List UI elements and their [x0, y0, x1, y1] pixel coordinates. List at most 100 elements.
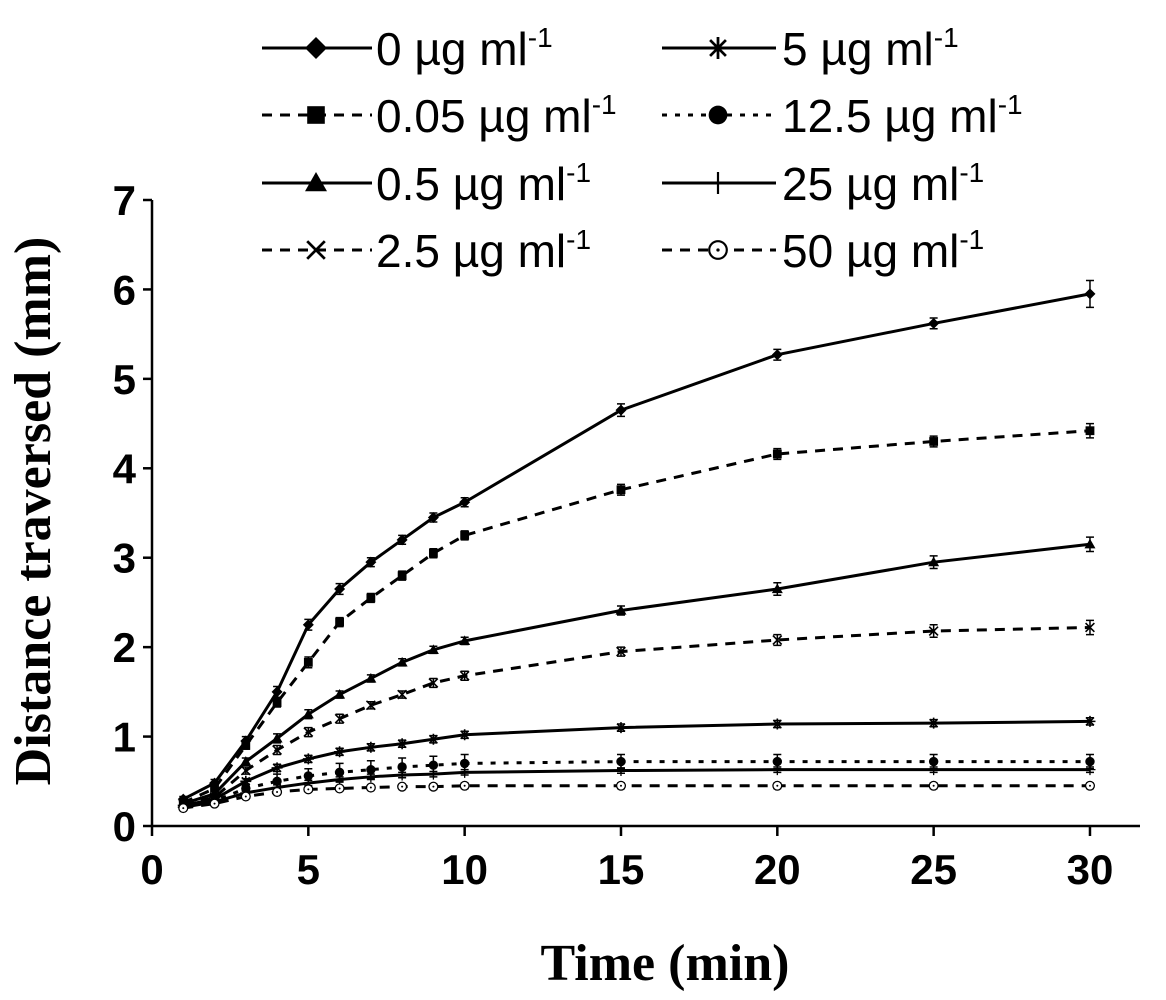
series-line: [183, 760, 1090, 808]
data-point-circle: [366, 764, 376, 775]
data-point-x: [772, 635, 783, 645]
legend-label: 0.5 µg ml-1: [376, 157, 591, 210]
data-point-circle-open: [209, 798, 220, 809]
legend-label-text: 0.05 µg ml: [376, 90, 592, 142]
data-point-x: [428, 677, 439, 688]
data-point-diamond: [1084, 288, 1096, 300]
data-point-diamond: [365, 556, 377, 568]
data-point-triangle: [615, 604, 627, 615]
data-point-x: [616, 646, 626, 657]
data-point-asterisk: [302, 753, 314, 765]
legend-label-text: 50 µg ml: [782, 225, 959, 277]
x-tick-label: 20: [754, 846, 801, 893]
plot-area: [177, 279, 1096, 814]
marker-center-dot: [1088, 784, 1091, 787]
legend-marker-plus: [707, 172, 729, 194]
axes: 0 1 2 3 4 5 6 7 0 5 10 15 20 25 30: [113, 177, 1140, 893]
legend-marker-triangle: [305, 172, 327, 192]
marker-center-dot: [619, 784, 622, 787]
legend-marker-diamond: [305, 37, 327, 59]
data-point-diamond: [271, 686, 283, 698]
marker-center-dot: [182, 807, 185, 810]
data-point-circle-open: [615, 780, 627, 791]
legend-label-superscript: -1: [566, 157, 591, 188]
data-point-circle-open: [303, 784, 314, 795]
data-point-diamond: [334, 583, 346, 595]
data-point-x: [303, 727, 314, 738]
legend-marker-x: [306, 240, 326, 260]
series-2: [178, 422, 1095, 808]
legend-label-superscript: -1: [934, 22, 959, 53]
data-point-circle-open: [459, 780, 470, 791]
y-tick-label: 3: [113, 535, 136, 582]
x-tick-label: 0: [140, 846, 163, 893]
data-point-diamond: [459, 496, 471, 508]
data-point-x: [240, 765, 251, 776]
legend-marker-square: [307, 106, 325, 124]
data-point-diamond: [928, 317, 940, 329]
data-point-plus: [427, 768, 439, 780]
data-point-circle-open: [334, 783, 345, 794]
x-tick-label: 30: [1067, 846, 1114, 893]
legend: 0 µg ml-10.05 µg ml-10.5 µg ml-12.5 µg m…: [262, 22, 1023, 277]
data-point-plus: [334, 773, 346, 785]
series-line: [182, 292, 1091, 801]
data-point-square: [428, 548, 438, 558]
data-point-plus: [771, 764, 783, 776]
data-point-circle: [616, 756, 626, 767]
marker-center-dot: [432, 785, 435, 788]
legend-label: 12.5 µg ml-1: [782, 89, 1023, 142]
data-point-circle-open: [178, 803, 189, 814]
y-tick-label: 7: [113, 177, 136, 224]
marker-center-dot: [244, 795, 247, 798]
data-point-asterisk: [240, 775, 252, 787]
legend-label: 0 µg ml-1: [376, 22, 553, 75]
series-line: [182, 719, 1090, 807]
data-point-square: [335, 617, 344, 627]
data-point-x: [272, 745, 283, 755]
series-line: [182, 625, 1091, 806]
legend-marker-circle: [708, 105, 728, 125]
legend-label-text: 0.5 µg ml: [376, 158, 566, 210]
data-point-asterisk: [459, 729, 471, 741]
marker-center-dot: [338, 787, 341, 790]
x-tick-label: 15: [598, 846, 645, 893]
data-point-asterisk: [1084, 715, 1096, 727]
data-point-triangle: [396, 656, 408, 667]
data-point-square: [272, 698, 282, 707]
data-point-triangle: [240, 756, 252, 766]
data-point-circle-open: [365, 782, 376, 793]
legend-label: 50 µg ml-1: [782, 224, 984, 277]
legend-item: 12.5 µg ml-1: [662, 89, 1023, 142]
marker-center-dot: [307, 788, 310, 791]
legend-label: 25 µg ml-1: [782, 157, 984, 210]
data-point-circle-open: [397, 781, 408, 792]
x-axis-label: Time (min): [541, 935, 790, 992]
y-tick-label: 1: [113, 714, 136, 761]
legend-marker-circle-open: [708, 240, 728, 260]
legend-item: 0 µg ml-1: [262, 22, 553, 75]
legend-label-superscript: -1: [592, 89, 617, 120]
data-point-plus: [459, 766, 471, 778]
legend-item: 0.5 µg ml-1: [262, 157, 591, 210]
x-tick-label: 10: [441, 846, 488, 893]
data-point-plus: [1084, 764, 1096, 776]
marker-center-dot: [776, 784, 779, 787]
series-line: [183, 768, 1090, 809]
data-point-asterisk: [334, 746, 346, 758]
legend-label: 2.5 µg ml-1: [376, 224, 591, 277]
legend-item: 2.5 µg ml-1: [262, 224, 591, 277]
legend-label: 0.05 µg ml-1: [376, 89, 617, 142]
marker-center-dot: [463, 784, 466, 787]
data-point-x: [365, 700, 376, 711]
legend-label: 5 µg ml-1: [782, 22, 959, 75]
y-tick-label: 4: [113, 445, 137, 492]
y-tick-label: 0: [113, 803, 136, 850]
data-point-circle: [334, 767, 345, 778]
data-point-triangle: [365, 672, 377, 683]
data-point-circle-open: [1084, 780, 1096, 791]
data-point-circle: [272, 776, 282, 786]
data-point-circle: [397, 762, 407, 772]
data-point-circle-open: [772, 780, 783, 791]
